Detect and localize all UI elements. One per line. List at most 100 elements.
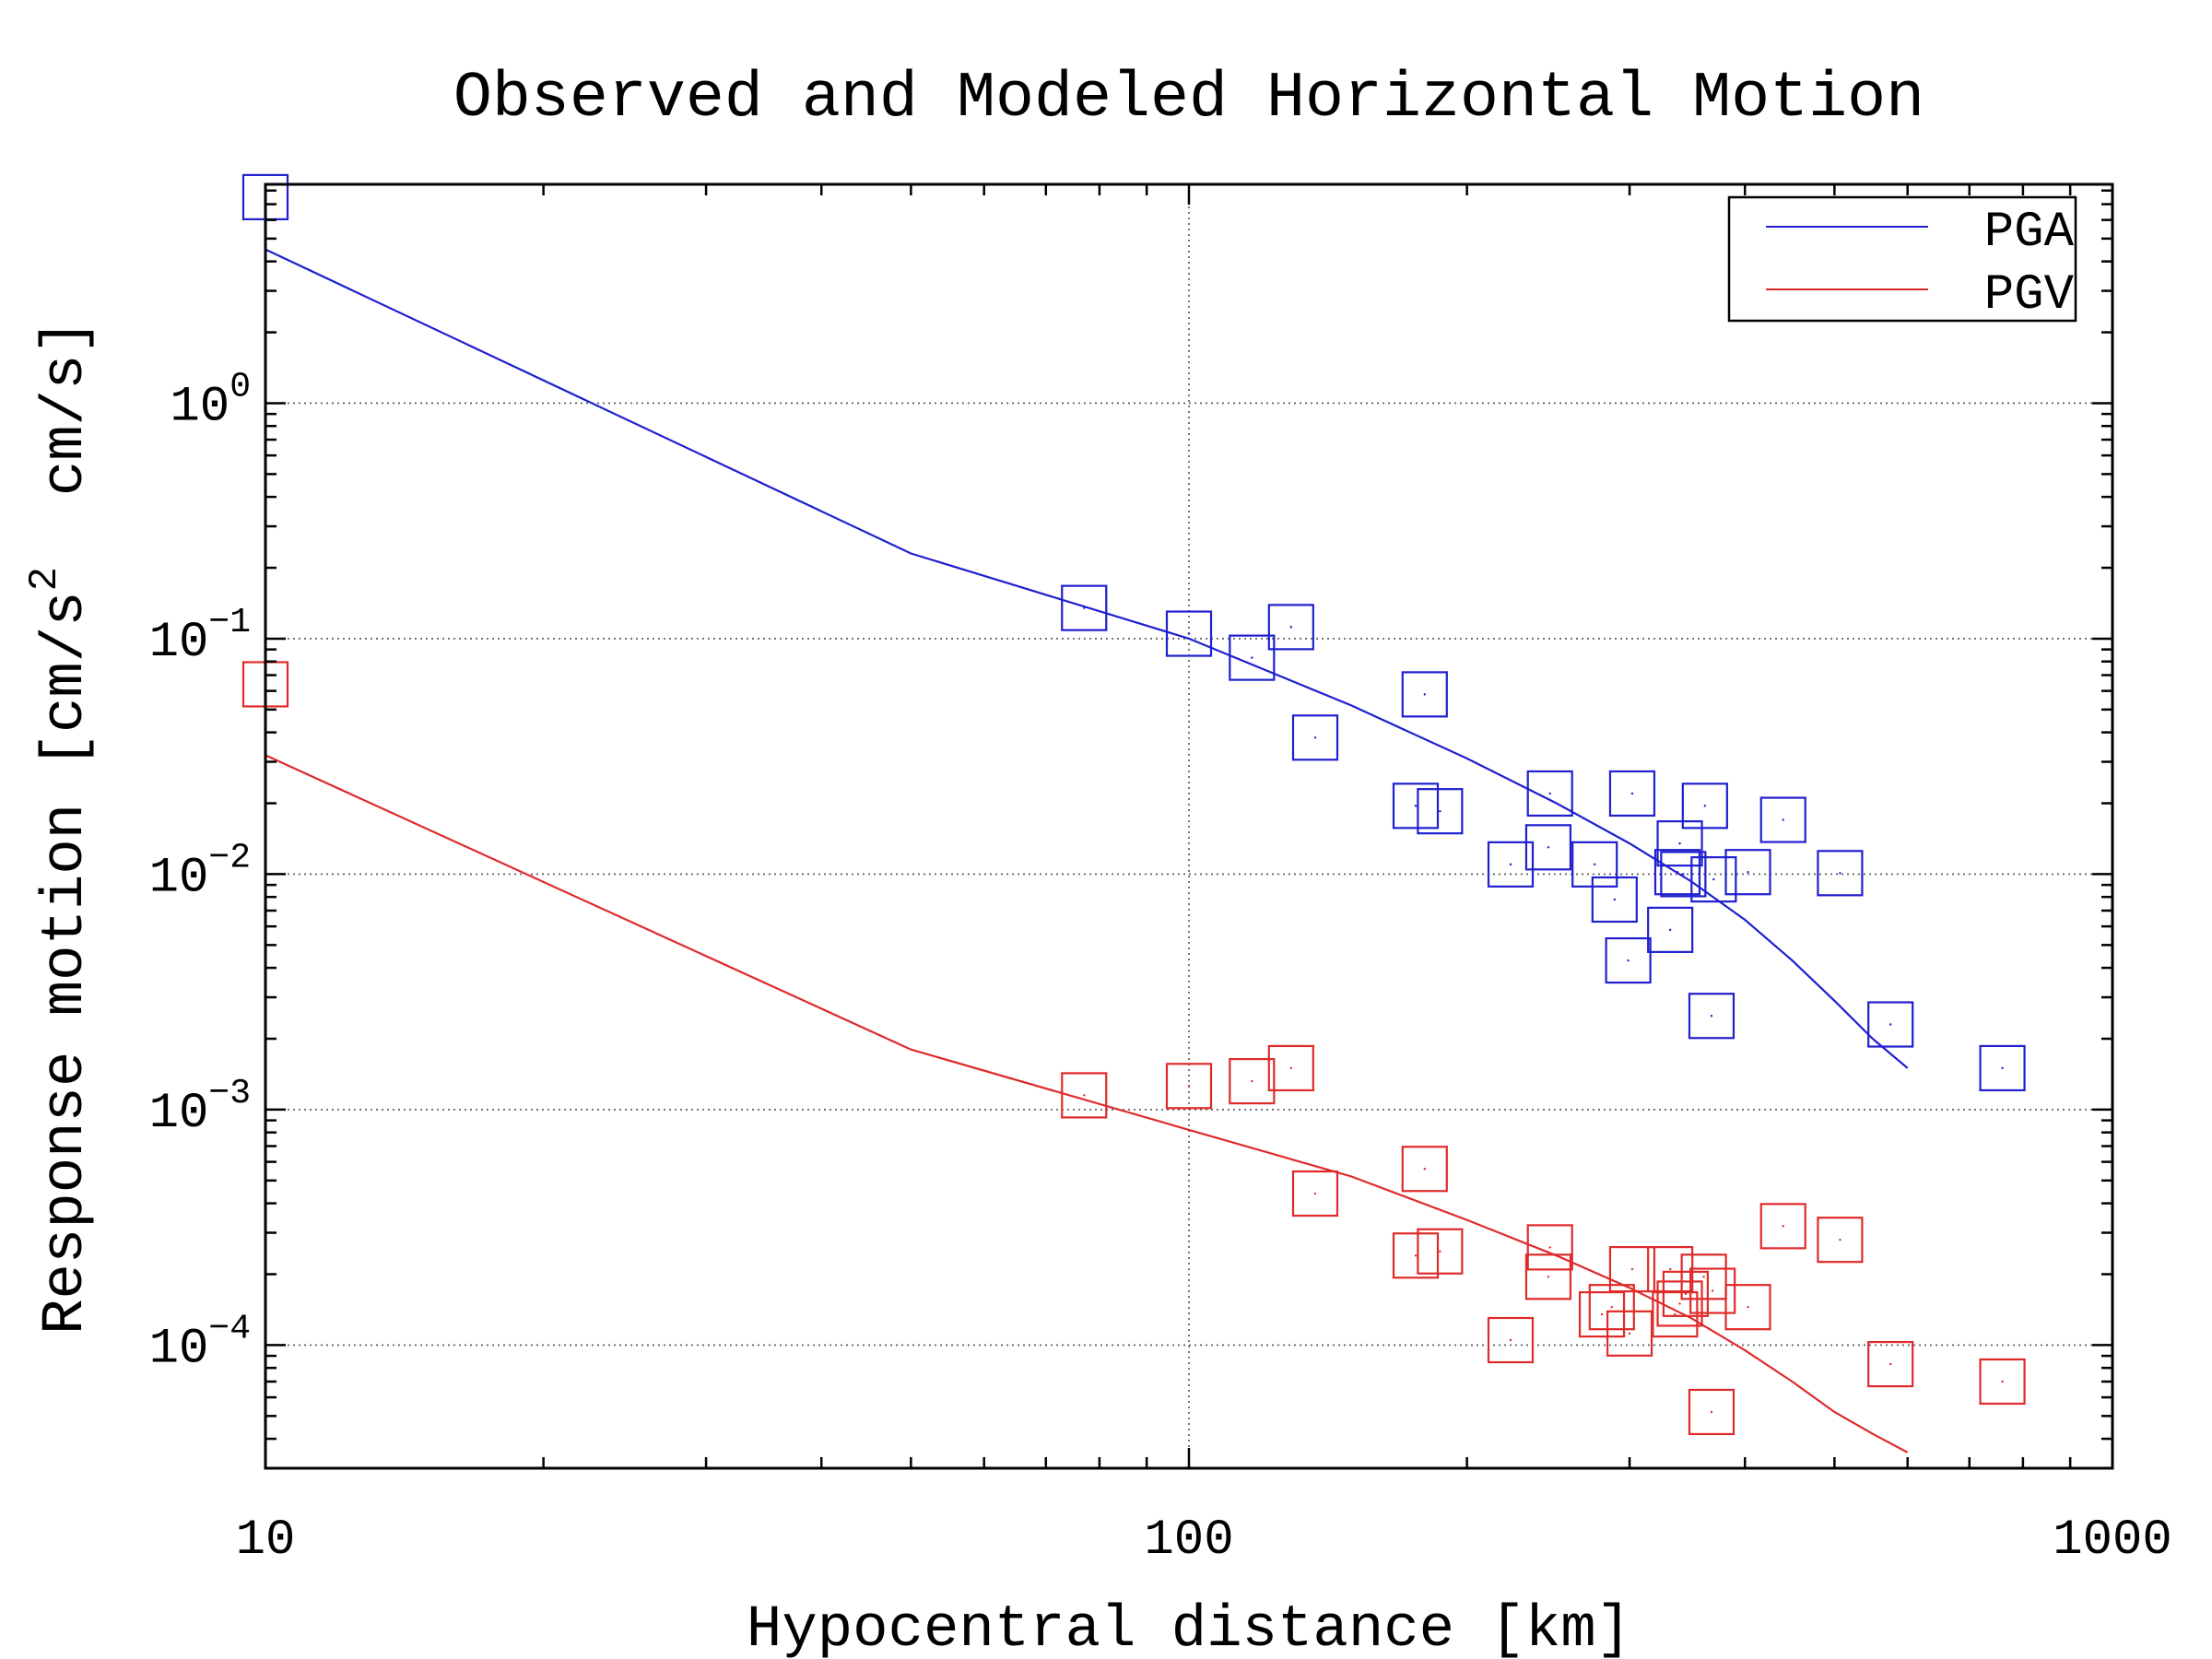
pga-observed-dot (2001, 1066, 2004, 1070)
pga-observed-dot (1888, 1023, 1892, 1026)
axis-ticks (265, 184, 2112, 1470)
y-tick-exponent: −4 (208, 1309, 251, 1348)
pgv-observed-dot (1628, 1332, 1631, 1335)
pga-observed-point (1524, 824, 1572, 871)
pgv-observed-dot (1547, 1276, 1550, 1278)
y-tick-base: 10 (149, 615, 209, 671)
pgv-observed-point (1608, 1245, 1656, 1293)
y-axis-label-tail: cm/s] (33, 319, 100, 567)
pgv-observed-point (1680, 1253, 1727, 1300)
pga-observed-dot (1703, 805, 1707, 807)
pga-observed-point (1688, 993, 1735, 1040)
pga-observed-dot (1682, 873, 1685, 876)
pga-observed-dot (1509, 863, 1512, 866)
pgv-observed-dot (1600, 1312, 1604, 1316)
pgv-observed-point (1606, 1310, 1653, 1357)
pga-observed-point (1291, 714, 1339, 761)
pgv-observed-dot (1678, 1302, 1681, 1305)
pga-observed-dot (1627, 959, 1630, 962)
pgv-observed-point (1417, 1228, 1464, 1275)
pgv-observed-point (1165, 1063, 1213, 1110)
pgv-observed-dot (1423, 1168, 1426, 1171)
pgv-observed-dot (1711, 1289, 1714, 1292)
y-tick-exponent: −3 (208, 1074, 251, 1113)
pga-observed-point (1392, 782, 1440, 830)
y-tick-label: 10−2 (149, 838, 251, 906)
chart-title: Observed and Modeled Horizontal Motion (453, 63, 1924, 135)
pga-observed-dot (1712, 877, 1715, 881)
pga-observed-point (1526, 770, 1573, 818)
pgv-observed-point (1267, 1044, 1314, 1092)
pgv-model-line (265, 754, 1909, 1453)
pga-observed-dot (1678, 841, 1681, 845)
pgv-observed-point (1724, 1284, 1771, 1331)
pgv-observed-dot (2001, 1380, 2004, 1383)
pgv-observed-dot (1313, 1192, 1317, 1195)
pgv-observed-dot (1839, 1238, 1841, 1241)
legend: PGA PGV (1727, 195, 2077, 324)
y-tick-base: 10 (170, 379, 229, 435)
pga-observed-point (1267, 604, 1314, 651)
pgv-observed-dot (1674, 1312, 1677, 1316)
pga-observed-point (1759, 796, 1806, 843)
pga-observed-dot (1747, 871, 1749, 874)
y-tick-label: 100 (170, 367, 251, 435)
pga-observed-dot (1251, 656, 1253, 659)
pgv-observed-dot (1888, 1362, 1892, 1366)
x-axis-label: Hypocentral distance [km] (747, 1597, 1631, 1659)
pga-observed-point (1571, 841, 1618, 888)
legend-label-pgv: PGV (1984, 267, 2075, 324)
pga-observed-dot (1676, 871, 1679, 874)
pga-observed-dot (1710, 1015, 1713, 1018)
pga-observed-dot (1423, 693, 1426, 696)
pga-observed-dot (1439, 809, 1441, 813)
pgv-observed-dot (1710, 1410, 1713, 1414)
pgv-observed-point (1578, 1291, 1626, 1338)
pga-observed-point (1417, 788, 1464, 835)
pga-observed-dot (1313, 736, 1317, 739)
pgv-observed-point (1392, 1232, 1440, 1279)
pga-observed-point (1656, 820, 1703, 867)
y-tick-label: 10−4 (149, 1309, 251, 1377)
pgv-observed-point (1689, 1267, 1736, 1314)
pgv-observed-dot (1439, 1250, 1441, 1253)
pgv-observed-point (1652, 1291, 1699, 1338)
x-tick-label-100: 100 (1144, 1512, 1233, 1569)
pga-observed-point (1681, 782, 1728, 830)
pgv-observed-dot (1630, 1267, 1634, 1271)
pgv-observed-dot (1251, 1079, 1253, 1083)
pgv-observed-point (1662, 1270, 1709, 1317)
x-tick-labels: 10 100 1000 (236, 1512, 2172, 1569)
y-tick-exponent: 0 (229, 367, 251, 406)
y-tick-label: 10−3 (149, 1074, 251, 1142)
pga-observed-point (1690, 856, 1737, 903)
pga-observed-point (1591, 876, 1638, 924)
pgv-observed-point (1688, 1388, 1735, 1436)
pga-observed-dot (1630, 792, 1634, 795)
y-axis-label: Response motion [cm/s2 cm/s] (22, 319, 100, 1335)
pga-observed-point (1653, 849, 1701, 896)
pga-observed-point (1979, 1044, 2026, 1092)
pga-observed-point (1061, 584, 1108, 631)
pgv-observed-dot (1509, 1338, 1512, 1342)
pga-observed-dot (1594, 863, 1596, 866)
pga-observed-dot (1187, 632, 1191, 635)
pgv-observed-dot (1083, 1094, 1086, 1097)
pgv-observed-point (1979, 1358, 2026, 1406)
pgv-observed-point (1061, 1072, 1108, 1119)
pgv-observed-point (1524, 1253, 1572, 1300)
y-axis-label-main: Response motion [cm/s (33, 591, 100, 1335)
pgv-observed-point (1817, 1217, 1864, 1264)
y-tick-exponent: −1 (208, 603, 251, 642)
y-tick-base: 10 (149, 850, 209, 906)
pgv-observed-point (1229, 1058, 1276, 1105)
pgv-observed-dot (1702, 1276, 1705, 1278)
pga-observed-point (1229, 634, 1276, 681)
pgv-observed-dot (1668, 1267, 1672, 1271)
legend-label-pga: PGA (1984, 205, 2075, 261)
pga-observed-point (1401, 671, 1448, 718)
pga-model-line (265, 248, 1909, 1069)
pga-observed-dot (1839, 872, 1841, 875)
